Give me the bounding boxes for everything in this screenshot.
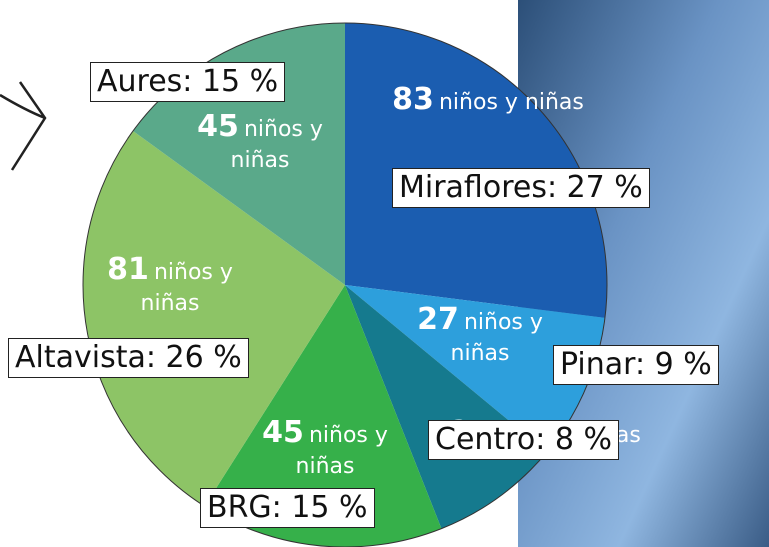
value-label: Pinar: 9 %: [553, 345, 719, 385]
value-label: Altavista: 26 %: [8, 338, 249, 378]
count-unit: niños y niñas: [296, 423, 388, 479]
count-label: 45 niños y niñas: [170, 112, 350, 177]
count-unit: niños y niñas: [141, 260, 233, 316]
value-label: Aures: 15 %: [90, 62, 285, 102]
count-unit: niños y niñas: [451, 310, 543, 366]
count-label: 81 niños y niñas: [80, 255, 260, 320]
count-value: 45: [197, 109, 239, 144]
value-label: Centro: 8 %: [428, 420, 619, 460]
count-value: 81: [107, 252, 149, 287]
count-unit: niños y niñas: [231, 117, 323, 173]
count-label: 27 niños y niñas: [400, 305, 560, 370]
count-value: 45: [262, 415, 304, 450]
count-label: 83 niños y niñas: [388, 85, 588, 119]
count-value: 27: [417, 302, 459, 337]
page: 83 niños y niñas Miraflores: 27 % 27 niños…: [0, 0, 769, 547]
value-label: BRG: 15 %: [200, 488, 375, 528]
arrow: [0, 82, 45, 170]
count-unit: niños y niñas: [439, 90, 584, 115]
count-value: 83: [392, 82, 434, 117]
count-label: 45 niños y niñas: [235, 418, 415, 483]
value-label: Miraflores: 27 %: [392, 168, 650, 208]
